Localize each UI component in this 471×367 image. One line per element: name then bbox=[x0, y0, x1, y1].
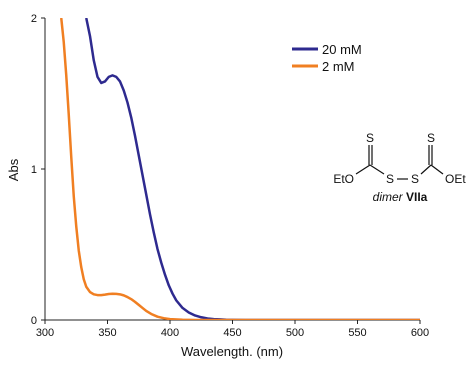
x-ticks: 300 350 400 450 500 550 600 bbox=[36, 320, 429, 339]
series-line-20mm bbox=[85, 18, 420, 320]
dimer-structure: S EtO S S S OEt dimer VIIa bbox=[333, 131, 466, 204]
x-tick-label: 300 bbox=[36, 327, 54, 339]
x-tick-label: 350 bbox=[98, 327, 116, 339]
x-tick-label: 550 bbox=[348, 327, 366, 339]
legend-label-2mM: 2 mM bbox=[322, 59, 355, 74]
structure-caption: dimer VIIa bbox=[373, 190, 428, 204]
legend-label-20mM: 20 mM bbox=[322, 42, 362, 57]
x-tick-label: 450 bbox=[223, 327, 241, 339]
series-line-2mm bbox=[60, 18, 420, 320]
y-tick-label: 2 bbox=[31, 13, 37, 25]
y-ticks: 0 1 2 bbox=[31, 13, 45, 327]
series-layer bbox=[60, 18, 420, 320]
atom-s-right-bridge: S bbox=[411, 172, 419, 186]
caption-prefix: dimer bbox=[373, 190, 404, 204]
y-axis-title: Abs bbox=[6, 158, 21, 181]
atom-s-left-top: S bbox=[366, 131, 374, 145]
y-tick-label: 0 bbox=[31, 315, 37, 327]
x-tick-label: 600 bbox=[411, 327, 429, 339]
atom-oet: OEt bbox=[445, 172, 466, 186]
x-axis-title: Wavelength. (nm) bbox=[181, 344, 283, 359]
atom-s-left-bridge: S bbox=[386, 172, 394, 186]
x-tick-label: 400 bbox=[161, 327, 179, 339]
legend: 20 mM 2 mM bbox=[292, 42, 362, 74]
y-tick-label: 1 bbox=[31, 164, 37, 176]
atom-eto: EtO bbox=[333, 172, 354, 186]
caption-compound: VIIa bbox=[406, 190, 428, 204]
x-tick-label: 500 bbox=[286, 327, 304, 339]
atom-s-right-top: S bbox=[427, 131, 435, 145]
